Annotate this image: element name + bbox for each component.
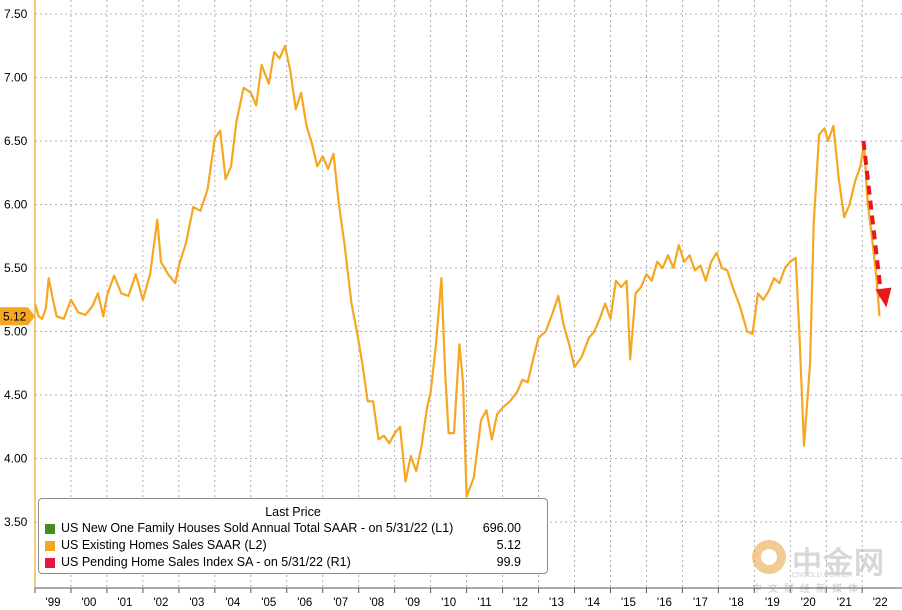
y-tick-label: 7.00: [4, 71, 28, 85]
x-tick-label: '07: [333, 597, 348, 609]
x-tick-label: '11: [478, 597, 492, 609]
watermark-brand: 中金网: [792, 547, 885, 580]
x-tick-label: '08: [369, 597, 384, 609]
series-line-existing-home-sales: [33, 44, 881, 498]
x-tick-label: '10: [441, 597, 456, 609]
x-tick-label: '04: [225, 597, 241, 609]
legend-label: US Pending Home Sales Index SA - on 5/31…: [61, 555, 351, 569]
last-value-label: 5.12: [3, 309, 27, 323]
legend-entry-new-home-sales: US New One Family Houses Sold Annual Tot…: [45, 521, 541, 537]
legend-value: 99.9: [496, 555, 521, 569]
y-tick-label: 5.50: [4, 261, 28, 275]
x-tick-label: '05: [261, 597, 276, 609]
watermark-logo-icon: [752, 540, 786, 574]
x-tick-label: '18: [729, 597, 744, 609]
legend-label: US Existing Homes Sales SAAR (L2): [61, 538, 267, 552]
y-tick-label: 4.50: [4, 388, 28, 402]
x-tick-label: '15: [621, 597, 636, 609]
y-tick-label: 5.00: [4, 325, 28, 339]
x-tick-label: '21: [837, 597, 852, 609]
last-value-marker: 5.12: [0, 307, 35, 326]
x-tick-label: '01: [117, 597, 132, 609]
legend-entry-pending-home-sales: US Pending Home Sales Index SA - on 5/31…: [45, 555, 541, 571]
x-tick-label: '99: [46, 597, 61, 609]
x-tick-label: '19: [765, 597, 780, 609]
watermark: 中金网 CNGOLD.COM.CN 中文财经新媒体: [752, 538, 892, 598]
x-tick-label: '14: [585, 597, 601, 609]
watermark-subtitle: 中文财经新媒体: [752, 584, 864, 595]
legend-value: 696.00: [482, 521, 521, 535]
y-axis-ticks: 7.50 7.00 6.50 6.00 5.50 5.00 4.50 4.00 3.50: [4, 7, 28, 529]
x-tick-label: '20: [801, 597, 816, 609]
y-tick-label: 4.00: [4, 452, 28, 466]
legend-swatch: [45, 524, 55, 534]
x-tick-label: '03: [189, 597, 204, 609]
legend-entry-existing-home-sales: US Existing Homes Sales SAAR (L2) 5.12: [45, 538, 541, 554]
legend-title: Last Price: [265, 505, 321, 519]
x-tick-label: '02: [153, 597, 168, 609]
x-tick-label: '13: [549, 597, 564, 609]
legend: Last Price US New One Family Houses Sold…: [38, 498, 548, 574]
x-tick-label: '16: [657, 597, 672, 609]
y-tick-label: 3.50: [4, 515, 28, 529]
y-tick-label: 7.50: [4, 7, 28, 21]
x-tick-label: '22: [873, 597, 888, 609]
x-tick-label: '00: [81, 597, 96, 609]
x-axis-ticks: '99 '00 '01 '02 '03 '04 '05 '06 '07 '08 '09 '10 '11 '…: [34, 588, 888, 609]
downtrend-arrow: [861, 140, 892, 308]
legend-swatch: [45, 558, 55, 568]
y-tick-label: 6.00: [4, 198, 28, 212]
x-tick-label: '06: [297, 597, 312, 609]
legend-value: 5.12: [496, 538, 521, 552]
legend-swatch: [45, 541, 55, 551]
x-tick-label: '09: [405, 597, 420, 609]
y-tick-label: 6.50: [4, 134, 28, 148]
watermark-url: CNGOLD.COM.CN: [792, 572, 853, 579]
x-tick-label: '17: [693, 597, 708, 609]
legend-label: US New One Family Houses Sold Annual Tot…: [61, 521, 454, 535]
x-tick-label: '12: [513, 597, 528, 609]
